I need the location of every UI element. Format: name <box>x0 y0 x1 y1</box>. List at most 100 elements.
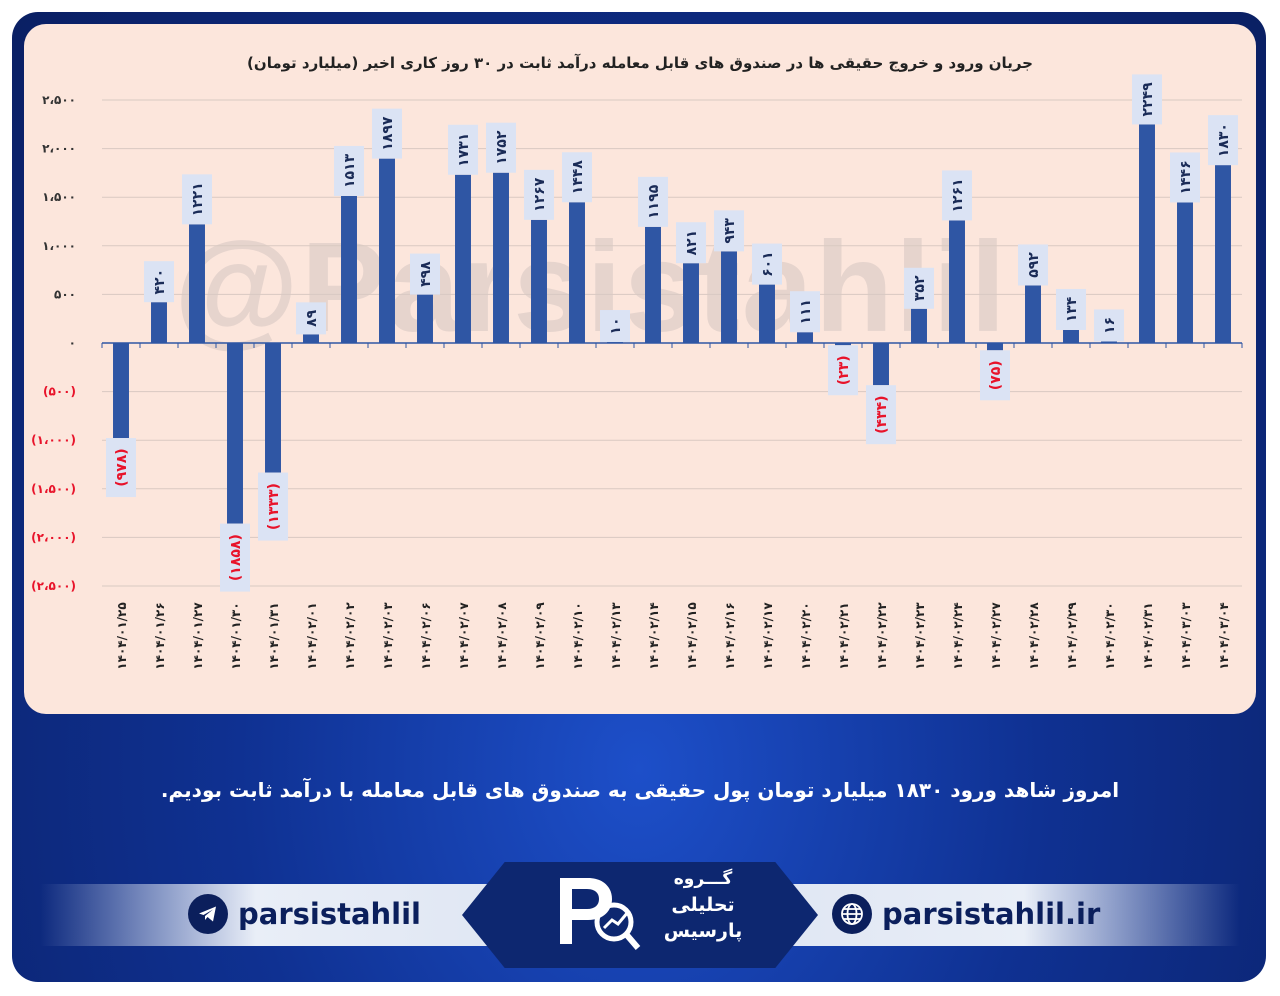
chart-title: جریان ورود و خروج حقیقی ها در صندوق های … <box>247 54 1033 72</box>
x-tick-label: ۱۴۰۴/۰۲/۰۲ <box>343 602 357 670</box>
x-tick-label: ۱۴۰۴/۰۲/۰۳ <box>381 602 395 670</box>
caption: امروز شاهد ورود ۱۸۳۰ میلیارد تومان پول ح… <box>160 778 1120 802</box>
data-label-box <box>980 350 1010 401</box>
x-tick-label: ۱۴۰۴/۰۲/۱۰ <box>571 602 585 669</box>
bar-22 <box>949 220 965 343</box>
website-text: parsistahlil.ir <box>882 897 1101 931</box>
bar-5 <box>303 334 319 343</box>
data-label: ۲۲۴۹ <box>1140 82 1156 117</box>
data-label: ۱۲۲۱ <box>190 182 206 216</box>
data-label-box <box>942 170 972 221</box>
bar-9 <box>455 174 471 343</box>
chart-panel: @Parsistahlil جریان ورود و خروج حقیقی ها… <box>24 24 1256 714</box>
x-tick-label: ۱۴۰۴/۰۲/۰۹ <box>533 602 547 670</box>
x-tick-label: ۱۴۰۴/۰۲/۰۷ <box>457 602 471 670</box>
y-tick-label: (۲،۰۰۰) <box>31 530 76 544</box>
y-tick-label: ۱،۵۰۰ <box>42 190 76 204</box>
data-label: ۱۵۱۳ <box>342 153 358 188</box>
x-tick-label: ۱۴۰۴/۰۲/۰۶ <box>419 602 433 669</box>
x-tick-label: ۱۴۰۴/۰۲/۲۸ <box>1027 602 1041 670</box>
logo-line-3: پارسیس <box>663 920 743 942</box>
data-label-box <box>372 108 402 159</box>
y-tick-label: ۲،۰۰۰ <box>42 142 76 156</box>
x-tick-label: ۱۴۰۴/۰۲/۲۰ <box>799 602 813 669</box>
data-label: ۱۸۳۰ <box>1216 123 1232 157</box>
x-tick-label: ۱۴۰۴/۰۲/۱۶ <box>723 602 737 669</box>
data-label: ۱۴۴۶ <box>1178 160 1194 194</box>
bar-25 <box>1063 329 1079 343</box>
data-label: ۱۰ <box>608 317 624 334</box>
data-label-box <box>1208 115 1238 166</box>
data-label-box <box>410 253 440 295</box>
data-label: ۳۵۲ <box>912 275 928 301</box>
x-tick-label: ۱۴۰۴/۰۲/۱۳ <box>609 602 623 670</box>
data-label: ۱۷۳۱ <box>456 133 472 167</box>
data-label-box <box>486 122 516 173</box>
x-tick-label: ۱۴۰۴/۰۲/۱۴ <box>647 602 661 669</box>
data-label: ۱۱۱ <box>798 299 814 325</box>
data-label: ۱۸۹۷ <box>380 116 396 151</box>
bar-24 <box>1025 285 1041 343</box>
telegram-handle-text: parsistahlil <box>238 897 421 931</box>
data-label: ۱۲۶۱ <box>950 178 966 212</box>
y-tick-label: (۱،۵۰۰) <box>31 482 76 496</box>
bar-11 <box>531 219 547 343</box>
data-label: ۱۲۶۷ <box>532 177 548 212</box>
bar-8 <box>417 294 433 343</box>
telegram-handle[interactable]: parsistahlil <box>188 894 421 934</box>
data-label: ۴۲۰ <box>152 269 168 295</box>
data-label-box <box>296 302 326 335</box>
data-label: ۶۰۱ <box>760 251 776 277</box>
data-label: ۹۴۳ <box>722 218 738 244</box>
x-tick-label: ۱۴۰۴/۰۲/۰۸ <box>495 602 509 670</box>
data-label-box <box>106 438 136 498</box>
data-label: ۱۱۹۵ <box>646 184 662 219</box>
bar-17 <box>759 284 775 343</box>
y-tick-label: (۱،۰۰۰) <box>31 433 76 447</box>
x-tick-label: ۱۴۰۴/۰۱/۲۷ <box>191 602 205 670</box>
data-label: ۱۷۵۲ <box>494 130 510 165</box>
x-tick-label: ۱۴۰۴/۰۲/۲۷ <box>989 602 1003 670</box>
logo-badge <box>462 862 818 968</box>
data-label-box <box>828 345 858 396</box>
parsis-logo-icon <box>560 878 641 950</box>
data-label: ۱۴۴۸ <box>570 160 586 195</box>
bar-14 <box>645 226 661 343</box>
data-label-box <box>334 145 364 196</box>
x-tick-label: ۱۴۰۴/۰۲/۱۵ <box>685 602 699 669</box>
bar-29 <box>1215 165 1231 343</box>
x-tick-label: ۱۴۰۴/۰۳/۰۳ <box>1179 602 1193 670</box>
bar-19 <box>835 343 851 346</box>
data-label: (۷۵) <box>988 360 1004 390</box>
data-label-box <box>1094 309 1124 342</box>
bar-23 <box>987 343 1003 351</box>
bar-7 <box>379 158 395 343</box>
bar-3 <box>227 343 243 524</box>
data-label: (۲۳) <box>836 355 852 385</box>
data-label-box <box>714 210 744 252</box>
data-label-box <box>524 169 554 220</box>
data-label-box <box>258 472 288 541</box>
bar-15 <box>683 263 699 343</box>
website-link[interactable]: parsistahlil.ir <box>832 894 1100 934</box>
data-label: (۴۳۴) <box>874 395 890 433</box>
x-tick-label: ۱۴۰۴/۰۲/۲۳ <box>913 602 927 670</box>
data-label-box <box>676 222 706 264</box>
bar-27 <box>1139 124 1155 343</box>
data-label-box <box>866 385 896 445</box>
bar-6 <box>341 195 357 343</box>
bar-4 <box>265 343 281 473</box>
data-label: ۱۳۴ <box>1064 296 1080 322</box>
bar-2 <box>189 224 205 343</box>
globe-icon <box>832 894 872 934</box>
data-label-box <box>562 152 592 203</box>
x-tick-label: ۱۴۰۴/۰۳/۰۴ <box>1217 602 1231 669</box>
bar-20 <box>873 343 889 386</box>
logo-text: گـــروه تحلیلی پارسیس <box>648 866 758 944</box>
x-tick-label: ۱۴۰۴/۰۲/۲۲ <box>875 602 889 670</box>
x-tick-label: ۱۴۰۴/۰۱/۲۵ <box>115 602 129 669</box>
x-tick-label: ۱۴۰۴/۰۲/۲۹ <box>1065 602 1079 670</box>
x-tick-label: ۱۴۰۴/۰۲/۰۱ <box>305 602 319 669</box>
telegram-icon <box>188 894 228 934</box>
bar-16 <box>721 251 737 343</box>
